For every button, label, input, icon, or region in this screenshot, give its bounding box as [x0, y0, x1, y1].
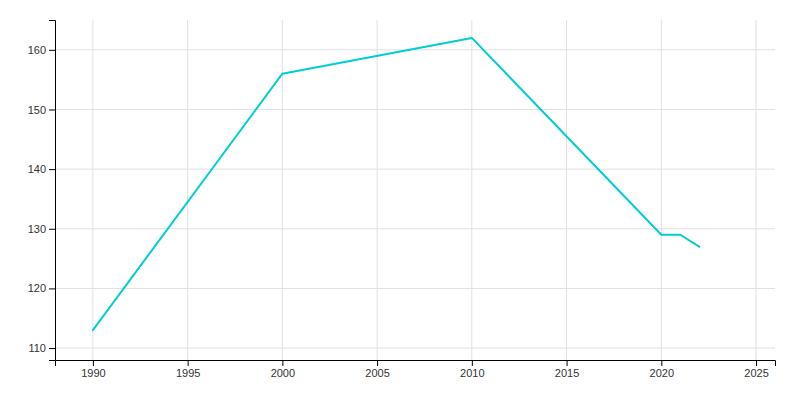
- tick: 130: [28, 223, 55, 235]
- tick: 150: [28, 103, 55, 115]
- tick: 110: [28, 342, 55, 354]
- tick: 2015: [555, 360, 579, 379]
- tick: 2005: [365, 360, 389, 379]
- tick-mark: [49, 288, 55, 289]
- grid-line: [282, 20, 283, 360]
- tick-label: 2025: [744, 367, 768, 379]
- tick: 140: [28, 163, 55, 175]
- grid-line: [471, 20, 472, 360]
- tick-label: 140: [28, 163, 46, 175]
- tick-mark: [49, 169, 55, 170]
- tick-label: 2020: [650, 367, 674, 379]
- tick-label: 160: [28, 44, 46, 56]
- tick: 1990: [81, 360, 105, 379]
- tick-label: 110: [28, 342, 46, 354]
- grid-line: [55, 169, 775, 170]
- tick-label: 2010: [460, 367, 484, 379]
- grid-line: [92, 20, 93, 360]
- grid-line: [55, 288, 775, 289]
- tick-mark: [93, 360, 94, 366]
- tick: 120: [28, 282, 55, 294]
- tick-label: 2005: [365, 367, 389, 379]
- tick: 160: [28, 44, 55, 56]
- tick-label: 1990: [81, 367, 105, 379]
- tick-mark: [188, 360, 189, 366]
- tick-mark: [472, 360, 473, 366]
- tick-label: 120: [28, 282, 46, 294]
- axis-line: [56, 361, 776, 367]
- tick-mark: [661, 360, 662, 366]
- grid-line: [377, 20, 378, 360]
- tick-mark: [282, 360, 283, 366]
- tick-mark: [377, 360, 378, 366]
- grid-line: [55, 228, 775, 229]
- tick: 2010: [460, 360, 484, 379]
- tick: 1995: [176, 360, 200, 379]
- tick-label: 130: [28, 223, 46, 235]
- plot-area: 1990 1995 2000 2005 2010 2015 2020 2025 110 120 13…: [28, 20, 776, 379]
- chart: 1990 1995 2000 2005 2010 2015 2020 2025 110 120 13…: [0, 0, 800, 400]
- tick-label: 1995: [176, 367, 200, 379]
- tick-mark: [49, 229, 55, 230]
- grid-line: [55, 348, 775, 349]
- tick-mark: [49, 348, 55, 349]
- tick-label: 2000: [271, 367, 295, 379]
- marks: [93, 38, 699, 330]
- tick: 2020: [650, 360, 674, 379]
- tick-mark: [567, 360, 568, 366]
- tick-label: 150: [28, 103, 46, 115]
- grid-line: [187, 20, 188, 360]
- grid-line: [756, 20, 757, 360]
- x-axis: 1990 1995 2000 2005 2010 2015 2020 2025: [56, 360, 776, 379]
- y-axis: 110 120 130 140 150 160: [28, 21, 56, 361]
- grid-line: [661, 20, 662, 360]
- axis-line: [49, 21, 56, 361]
- tick-mark: [49, 50, 55, 51]
- line: [93, 38, 699, 330]
- grid: [55, 20, 775, 360]
- grid-line: [55, 109, 775, 110]
- tick-mark: [49, 109, 55, 110]
- tick: 2000: [271, 360, 295, 379]
- tick-label: 2015: [555, 367, 579, 379]
- grid-line: [566, 20, 567, 360]
- tick: 2025: [744, 360, 768, 379]
- tick-mark: [756, 360, 757, 366]
